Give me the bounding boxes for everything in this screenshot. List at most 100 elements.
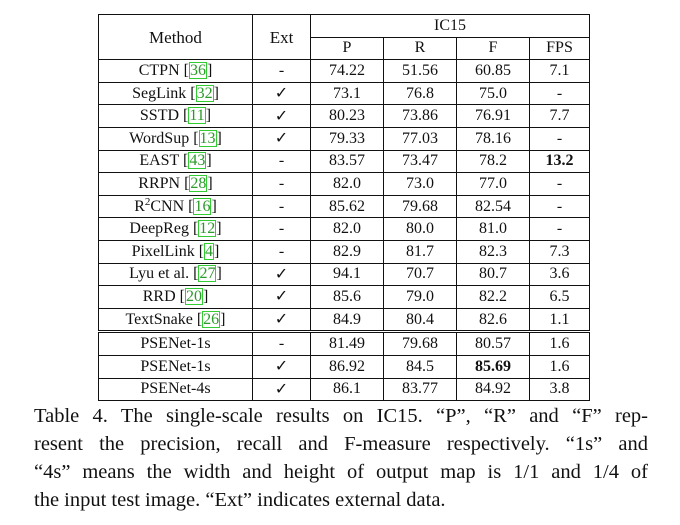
precision-cell: 82.0 [310, 217, 384, 241]
citation-link[interactable]: 36 [184, 61, 212, 79]
table-row: PSENet-4s ✓ 86.1 83.77 84.92 3.8 [98, 377, 590, 402]
fps-cell: 7.7 [529, 104, 590, 128]
method-cell: PSENet-1s [98, 330, 253, 356]
method-name: SSTD [139, 107, 180, 125]
citation-link[interactable]: 4 [199, 242, 219, 260]
check-icon: ✓ [274, 128, 289, 148]
method-name: RRD [142, 287, 176, 305]
recall-cell: 79.0 [383, 285, 457, 309]
header-method: Method [98, 13, 253, 61]
method-cell: PSENet-1s [98, 354, 253, 379]
precision-cell: 74.22 [310, 59, 384, 83]
precision-cell: 82.0 [310, 172, 384, 196]
recall-cell: 51.56 [383, 59, 457, 83]
precision-cell: 84.9 [310, 307, 384, 333]
fps-cell: 7.3 [529, 239, 590, 264]
f-measure-cell: 82.2 [456, 285, 530, 309]
method-superscript: 2 [144, 195, 151, 208]
table-row: SegLink 32 ✓ 73.176.875.0- [98, 81, 590, 106]
method-cell: WordSup 13 [98, 126, 253, 151]
precision-cell: 94.1 [310, 262, 384, 287]
citation-link[interactable]: 16 [188, 197, 217, 215]
recall-cell: 79.68 [383, 330, 457, 356]
method-cell: R2CNN 16 [98, 194, 253, 219]
check-icon: ✓ [274, 356, 289, 376]
method-name: CTPN [138, 61, 180, 79]
ext-cell: ✓ [252, 104, 311, 128]
header-recall: R [383, 36, 457, 61]
recall-cell: 73.47 [383, 149, 457, 174]
results-table: Method Ext IC15 P R F FPS CTPN 36 - 74.225… [98, 13, 590, 402]
f-measure-cell: 60.85 [456, 59, 530, 83]
precision-cell: 86.92 [310, 354, 384, 379]
method-name: SegLink [132, 84, 187, 102]
ext-cell: - [252, 59, 311, 83]
header-ext: Ext [252, 13, 311, 61]
header-f-measure: F [456, 36, 530, 61]
citation-link[interactable]: 43 [183, 152, 212, 170]
citation-link[interactable]: 28 [184, 174, 213, 192]
citation-number: 43 [188, 152, 207, 170]
table-caption: Table 4. The single-scale results on IC1… [34, 402, 648, 514]
ext-cell: - [252, 239, 311, 264]
caption-line-3: “4s” means the width and height of outpu… [34, 461, 648, 483]
method-name: PSENet-1s [140, 335, 211, 353]
method-cell: DeepReg 12 [98, 217, 253, 241]
citation-number: 28 [189, 174, 208, 192]
fps-cell: 1.6 [529, 330, 590, 356]
method-cell: PixelLink 4 [98, 239, 253, 264]
ext-cell: - [252, 217, 311, 241]
method-name: Lyu et al. [129, 265, 190, 283]
f-measure-cell: 84.92 [456, 377, 530, 402]
method-name: PSENet-1s [140, 357, 211, 375]
check-icon: ✓ [274, 309, 289, 329]
method-name: WordSup [129, 129, 190, 147]
precision-cell: 86.1 [310, 377, 384, 402]
fps-cell: - [529, 194, 590, 219]
ext-value: - [278, 61, 285, 79]
recall-cell: 80.0 [383, 217, 457, 241]
citation-number: 13 [198, 129, 217, 147]
f-measure-cell: 80.57 [456, 330, 530, 356]
fps-cell: - [529, 126, 590, 151]
citation-link[interactable]: 11 [183, 107, 211, 125]
f-measure-cell: 81.0 [456, 217, 530, 241]
citation-link[interactable]: 12 [193, 220, 222, 238]
recall-cell: 70.7 [383, 262, 457, 287]
citation-link[interactable]: 32 [190, 84, 219, 102]
citation-number: 20 [184, 287, 203, 305]
method-name: EAST [139, 152, 180, 170]
citation-link[interactable]: 20 [180, 287, 208, 305]
ext-value: - [278, 335, 285, 353]
method-cell: RRD 20 [98, 285, 253, 309]
method-name: R [134, 197, 145, 215]
f-measure-cell: 78.16 [456, 126, 530, 151]
citation-number: 32 [195, 84, 214, 102]
ext-value: - [278, 220, 285, 238]
fps-cell: 3.8 [529, 377, 590, 402]
table-row: TextSnake 26 ✓ 84.980.482.61.1 [98, 307, 590, 333]
fps-cell: - [529, 172, 590, 196]
citation-link[interactable]: 26 [197, 310, 225, 328]
ext-cell: ✓ [252, 81, 311, 106]
table-row: PixelLink 4 - 82.981.782.37.3 [98, 239, 590, 264]
precision-cell: 79.33 [310, 126, 384, 151]
method-cell: SegLink 32 [98, 81, 253, 106]
fps-cell: - [529, 217, 590, 241]
ext-cell: ✓ [252, 126, 311, 151]
citation-link[interactable]: 27 [193, 265, 222, 283]
recall-cell: 81.7 [383, 239, 457, 264]
fps-cell: 1.6 [529, 354, 590, 379]
recall-cell: 80.4 [383, 307, 457, 333]
method-name: TextSnake [125, 310, 193, 328]
check-icon: ✓ [274, 105, 289, 125]
f-measure-cell: 77.0 [456, 172, 530, 196]
method-name-rest: CNN [150, 197, 185, 215]
citation-link[interactable]: 13 [193, 129, 222, 147]
ext-cell: - [252, 194, 311, 219]
ext-cell: - [252, 149, 311, 174]
